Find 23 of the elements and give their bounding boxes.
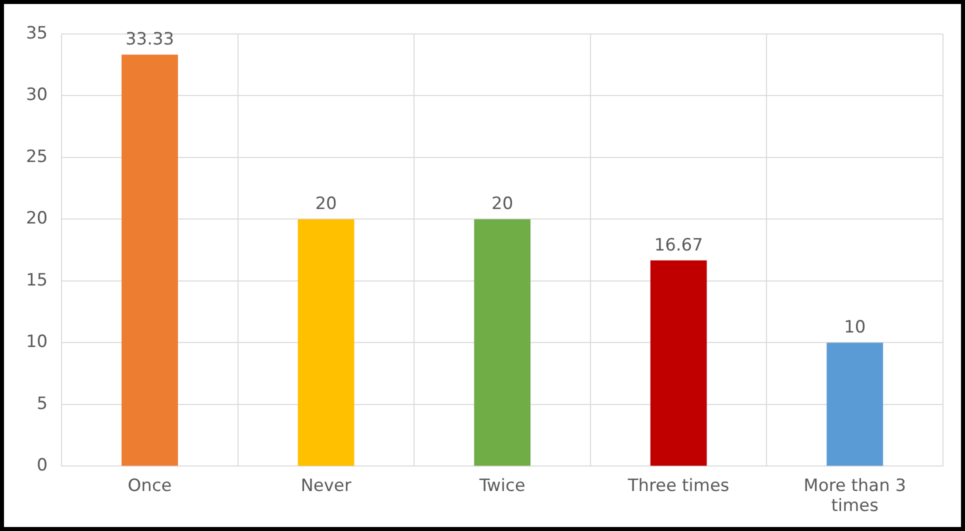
bar — [826, 342, 884, 466]
data-label: 20 — [491, 194, 514, 214]
y-tick-label: 20 — [26, 208, 48, 229]
x-tick-label: Three times — [626, 476, 730, 496]
x-tick-label: Twice — [478, 476, 526, 496]
x-tick-label: Never — [300, 476, 352, 496]
data-label: 16.67 — [654, 235, 703, 256]
bar — [298, 219, 354, 466]
y-tick-label: 10 — [26, 332, 48, 352]
bar — [122, 54, 178, 466]
y-tick-label: 15 — [26, 270, 48, 290]
y-tick-label: 25 — [26, 146, 48, 167]
x-tick-label: Once — [128, 476, 172, 496]
y-tick-label: 30 — [26, 85, 48, 106]
y-tick-label: 5 — [36, 394, 48, 414]
bar — [474, 219, 531, 466]
y-tick-label: 0 — [36, 456, 48, 476]
bar — [650, 260, 707, 466]
data-label: 20 — [315, 194, 337, 214]
data-label: 33.33 — [125, 30, 174, 50]
y-tick-label: 35 — [26, 23, 48, 44]
data-label: 10 — [844, 318, 866, 338]
x-tick-label: More than 3 times — [804, 476, 906, 516]
